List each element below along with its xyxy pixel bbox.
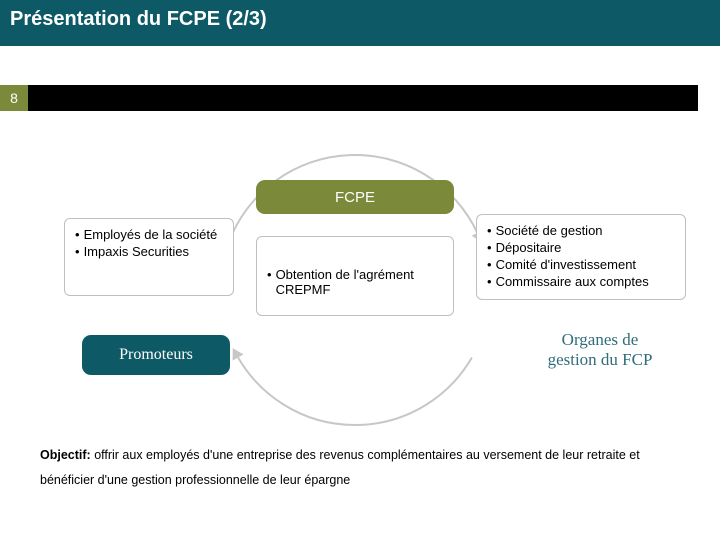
objective-body: offrir aux employés d'une entreprise des… — [40, 448, 640, 487]
node-middle-box: •Obtention de l'agrément CREPMF — [256, 236, 454, 316]
right-bullet-text: Commissaire aux comptes — [496, 274, 649, 289]
organes-line: Organes de — [510, 330, 690, 350]
right-bullet-text: Comité d'investissement — [496, 257, 636, 272]
node-organes-label: Organes degestion du FCP — [510, 330, 690, 370]
left-bullet-text: Employés de la société — [84, 227, 218, 242]
node-promoteurs-label: Promoteurs — [119, 346, 193, 364]
bullet-dot: • — [75, 227, 80, 242]
objective-prefix: Objectif: — [40, 448, 91, 462]
node-promoteurs: Promoteurs — [82, 335, 230, 375]
cycle-arc — [238, 358, 472, 426]
organes-line: gestion du FCP — [510, 350, 690, 370]
bullet-dot: • — [267, 267, 272, 297]
left-bullet-text: Impaxis Securities — [84, 244, 189, 259]
slide-root: Présentation du FCPE (2/3) 8 FCPE •Emplo… — [0, 0, 720, 540]
right-bullet: • Société de gestion — [487, 223, 675, 238]
bullet-dot: • — [487, 257, 492, 272]
bullet-dot: • — [75, 244, 80, 259]
left-bullet: • Employés de la société — [75, 227, 223, 242]
bullet-dot: • — [487, 223, 492, 238]
right-bullet: • Comité d'investissement — [487, 257, 675, 272]
middle-bullet-text: Obtention de l'agrément CREPMF — [276, 267, 443, 297]
right-bullet-text: Société de gestion — [496, 223, 603, 238]
bullet-dot: • — [487, 240, 492, 255]
node-fcpe: FCPE — [256, 180, 454, 214]
objective-text: Objectif: offrir aux employés d'une entr… — [40, 443, 680, 493]
middle-bullet: •Obtention de l'agrément CREPMF — [267, 267, 443, 297]
left-bullet: • Impaxis Securities — [75, 244, 223, 259]
right-bullet: • Commissaire aux comptes — [487, 274, 675, 289]
bullet-dot: • — [487, 274, 492, 289]
node-right-box: • Société de gestion • Dépositaire • Comité d… — [476, 214, 686, 300]
right-bullet: • Dépositaire — [487, 240, 675, 255]
node-left-box: • Employés de la société • Impaxis Securiti… — [64, 218, 234, 296]
node-fcpe-label: FCPE — [335, 189, 375, 206]
right-bullet-text: Dépositaire — [496, 240, 562, 255]
